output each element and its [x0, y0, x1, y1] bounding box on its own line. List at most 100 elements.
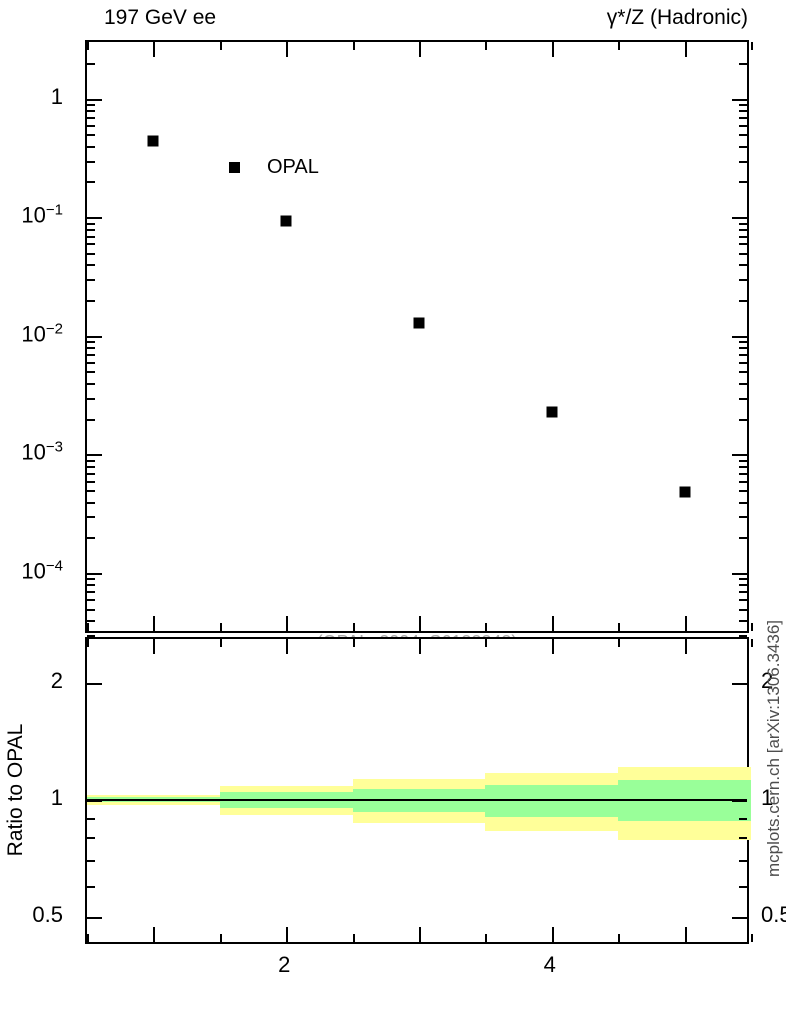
axis-tick: [739, 134, 747, 137]
ratio-y-axis-title: Ratio to OPAL: [4, 723, 27, 857]
axis-tick: [87, 817, 95, 820]
axis-tick: [739, 501, 747, 504]
axis-tick: [352, 639, 355, 647]
axis-tick: [732, 572, 747, 575]
axis-tick: [732, 98, 747, 101]
axis-tick: [87, 591, 95, 594]
axis-tick: [87, 639, 89, 647]
main-plot-frame: OPAL (OPAL_2004_S6132243): [85, 40, 753, 652]
axis-tick: [551, 616, 554, 631]
axis-tick: [739, 683, 747, 686]
axis-tick: [87, 228, 95, 231]
axis-tick: [739, 537, 747, 540]
axis-tick: [739, 490, 747, 493]
axis-tick: [286, 927, 289, 942]
axis-tick: [87, 110, 95, 113]
main-y-tick-label: 10−3: [21, 438, 63, 466]
axis-tick: [739, 620, 747, 623]
axis-tick: [87, 181, 95, 184]
axis-tick: [87, 243, 95, 246]
axis-tick: [551, 639, 554, 654]
axis-tick: [87, 116, 95, 119]
axis-tick: [739, 465, 747, 468]
axis-tick: [485, 623, 488, 631]
axis-tick: [87, 397, 95, 400]
axis-tick: [739, 635, 747, 637]
ratio-y-tick-label: 2: [50, 668, 63, 694]
axis-tick: [485, 639, 488, 647]
axis-tick: [286, 42, 289, 57]
main-y-tick-label: 10−4: [21, 557, 63, 584]
axis-tick: [485, 42, 488, 50]
axis-tick: [751, 42, 753, 50]
axis-tick: [87, 98, 102, 101]
axis-tick: [739, 516, 747, 519]
axis-tick: [739, 104, 747, 106]
axis-tick: [352, 623, 355, 631]
mcplots-credit-text: mcplots.cern.ch [arXiv:1306.3436]: [764, 620, 783, 878]
axis-tick: [87, 859, 95, 862]
header-left-beam-energy: 197 GeV ee: [104, 6, 217, 29]
axis-tick: [87, 490, 95, 493]
axis-tick: [739, 599, 747, 602]
axis-tick: [87, 252, 95, 255]
axis-tick: [87, 516, 95, 519]
axis-tick: [739, 859, 747, 862]
axis-tick: [87, 300, 95, 303]
axis-tick: [87, 584, 95, 587]
axis-tick: [739, 916, 747, 919]
axis-tick: [153, 616, 156, 631]
header-right-process: γ*/Z (Hadronic): [606, 6, 748, 29]
axis-tick: [419, 42, 421, 57]
axis-tick: [87, 235, 95, 238]
axis-tick: [87, 124, 95, 127]
axis-tick: [87, 160, 95, 163]
axis-tick: [485, 934, 488, 942]
axis-tick: [739, 228, 747, 231]
axis-tick: [739, 837, 747, 840]
legend: OPAL: [229, 156, 319, 179]
axis-tick: [739, 222, 747, 225]
ratio-reference-line: [87, 798, 747, 801]
main-y-tick-label: 10−1: [21, 201, 63, 228]
axis-tick: [286, 639, 289, 654]
axis-tick: [739, 480, 747, 483]
axis-tick: [739, 264, 747, 267]
axis-tick: [739, 145, 747, 148]
main-y-tick-label: 1: [50, 83, 63, 109]
axis-tick: [87, 362, 95, 365]
axis-tick: [153, 927, 156, 942]
legend-marker-square-icon: [229, 162, 240, 173]
ratio-y-tick-label-right: 0.5: [761, 901, 786, 927]
axis-tick: [87, 916, 95, 919]
axis-tick: [618, 42, 621, 50]
axis-tick: [352, 934, 355, 942]
axis-tick: [219, 639, 222, 647]
axis-tick: [87, 279, 95, 282]
axis-tick: [751, 623, 753, 631]
axis-tick: [87, 217, 102, 220]
axis-tick: [684, 42, 687, 57]
axis-tick: [87, 42, 89, 50]
axis-tick: [87, 799, 102, 802]
x-tick-label: 2: [278, 952, 291, 977]
axis-tick: [739, 578, 747, 581]
axis-tick: [551, 42, 554, 57]
data-point-marker: [413, 317, 425, 329]
axis-tick: [739, 62, 747, 65]
axis-tick: [87, 354, 95, 357]
axis-tick: [87, 341, 95, 344]
axis-tick: [87, 264, 95, 267]
axis-tick: [732, 335, 747, 338]
ratio-y-tick-label-right: 1: [761, 784, 774, 810]
axis-tick: [739, 362, 747, 365]
axis-tick: [87, 537, 95, 540]
axis-tick: [87, 104, 95, 106]
axis-tick: [739, 418, 747, 421]
axis-tick: [219, 934, 222, 942]
axis-tick: [739, 341, 747, 344]
axis-tick: [87, 472, 95, 475]
axis-tick: [87, 885, 95, 888]
x-tick-label: 4: [543, 952, 556, 977]
